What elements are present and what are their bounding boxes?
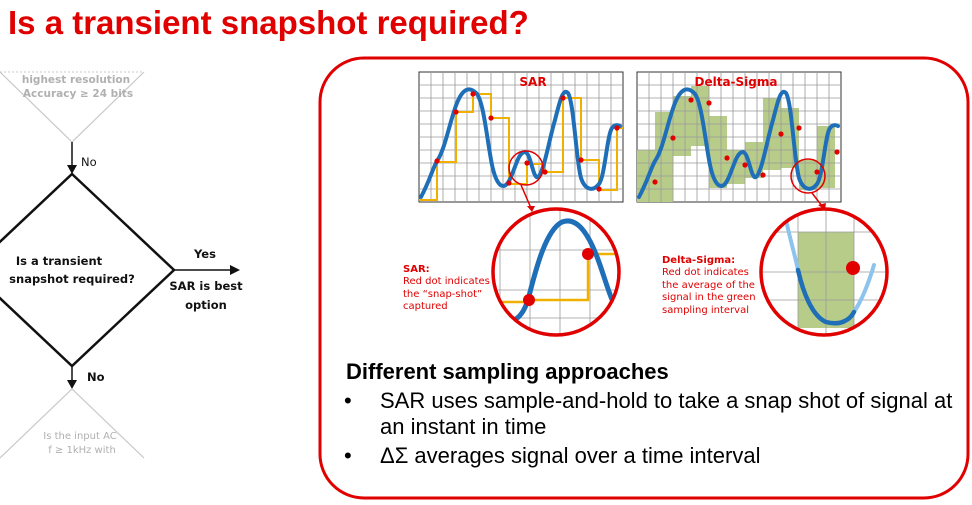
no-label-top: No — [81, 155, 97, 169]
arrow-bottom-head — [67, 380, 77, 389]
bullet-dot-icon: • — [344, 388, 352, 413]
sar-zoom-pointer — [520, 184, 532, 209]
sar-chart-label: SAR — [519, 75, 546, 89]
sar-snapshot-dot — [523, 294, 535, 306]
bullet-item: • SAR uses sample-and-hold to take a snap… — [340, 388, 965, 440]
yes-label: Yes — [193, 247, 216, 261]
ds-note: Delta-Sigma: Red dot indicates the averag… — [662, 242, 762, 318]
sar-signal-curve — [419, 87, 622, 199]
decision-text-line-1: Is a transient — [16, 254, 103, 268]
page-title: Is a transient snapshot required? — [8, 4, 529, 41]
sar-sample-dots — [434, 91, 620, 192]
sar-note-title: SAR: — [403, 263, 430, 275]
flowchart: highest resolution Accuracy ≥ 24 bits No… — [0, 71, 243, 459]
bullet-dot-icon: • — [344, 443, 352, 468]
top-diamond-line-1: highest resolution — [22, 74, 130, 86]
decision-text-line-2: snapshot required? — [9, 272, 135, 286]
no-label-bottom: No — [87, 370, 105, 384]
sar-chart: SAR — [418, 71, 624, 212]
bullet-text: ΔΣ averages signal over a time interval — [380, 443, 761, 468]
top-diamond-line-2: Accuracy ≥ 24 bits — [23, 88, 133, 100]
ds-zoom-view — [759, 207, 889, 337]
ds-average-dot — [846, 261, 860, 275]
ds-note-body: Red dot indicates the average of the sig… — [662, 267, 756, 316]
ds-average-dots — [652, 97, 840, 185]
arrow-top-head — [67, 165, 77, 174]
decision-diamond — [0, 172, 176, 368]
result-text-line-1: SAR is best — [169, 279, 243, 293]
ds-chart-label: Delta-Sigma — [695, 75, 778, 89]
arrow-yes-head — [230, 265, 240, 275]
summary-heading: Different sampling approaches — [346, 359, 669, 384]
sar-note: SAR: Red dot indicates the “snap-shot” ca… — [403, 251, 499, 314]
sar-sample-hold-trace — [419, 93, 623, 201]
result-text-line-2: option — [185, 298, 227, 312]
delta-sigma-chart: Delta-Sigma — [636, 71, 842, 210]
summary-bullets: • SAR uses sample-and-hold to take a snap… — [340, 388, 965, 472]
bottom-diamond-line-2: f ≥ 1kHz with — [48, 445, 116, 456]
ds-zoom-pointer — [811, 192, 823, 207]
ds-signal-curve — [637, 87, 840, 199]
sar-note-body: Red dot indicates the “snap-shot” captur… — [403, 276, 490, 313]
ds-zoom-marker — [790, 158, 826, 194]
ds-note-title: Delta-Sigma: — [662, 254, 736, 266]
sar-snapshot-dot-2 — [582, 248, 594, 260]
bottom-diamond-shape — [0, 388, 145, 459]
bullet-text: SAR uses sample-and-hold to take a snap … — [380, 388, 953, 439]
sar-zoom-marker — [508, 150, 544, 186]
bottom-diamond-line-1: Is the input AC — [43, 431, 116, 442]
bullet-item: • ΔΣ averages signal over a time interval — [340, 443, 965, 469]
